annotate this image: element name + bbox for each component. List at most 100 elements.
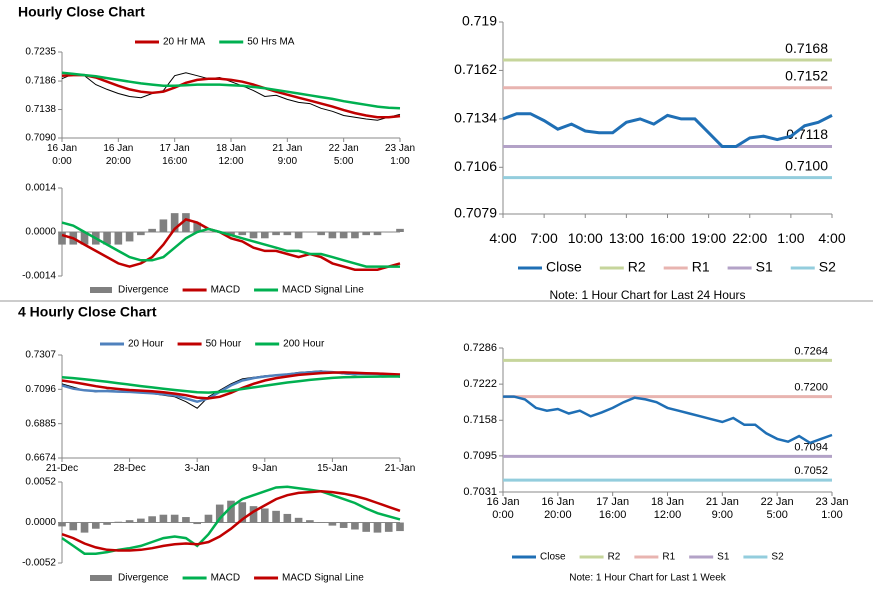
legend-label: MACD xyxy=(211,285,240,296)
legend-label: Close xyxy=(546,259,582,275)
bar xyxy=(249,506,258,523)
bar xyxy=(351,232,359,239)
legend-swatch xyxy=(90,575,112,581)
bar xyxy=(125,232,134,242)
line xyxy=(61,71,401,110)
x-tick-label: 4:00 xyxy=(489,230,517,246)
x-tick-label: 16 Jan 0:00 xyxy=(46,143,78,167)
x-tick-label: 21 Jan 9:00 xyxy=(705,496,739,521)
bar xyxy=(159,514,168,523)
chart-note: Note: 1 Hour Chart for Last 1 Week xyxy=(569,573,727,584)
y-tick-label: 0.7106 xyxy=(454,158,497,174)
y-tick-label: 0.0000 xyxy=(25,517,56,528)
y-tick-label: 0.7079 xyxy=(454,205,497,221)
y-tick-label: 0.7158 xyxy=(463,414,497,426)
bar xyxy=(193,222,202,232)
bar xyxy=(182,213,190,232)
bar xyxy=(182,517,190,523)
bar xyxy=(339,522,348,528)
y-tick-label: 0.719 xyxy=(462,13,497,29)
bar xyxy=(306,520,314,523)
x-tick-label: 16:00 xyxy=(649,230,686,246)
line xyxy=(61,490,401,552)
bar xyxy=(294,232,303,239)
y-tick-label: 0.6885 xyxy=(25,418,56,429)
x-tick-label: 16 Jan 0:00 xyxy=(486,496,520,521)
bar xyxy=(170,514,179,523)
y-tick-label: 0.7186 xyxy=(25,76,56,87)
bar xyxy=(328,522,337,526)
bar xyxy=(272,510,280,523)
legend-label: R2 xyxy=(608,552,621,563)
bar xyxy=(58,232,66,245)
legend-label: R2 xyxy=(628,259,646,275)
x-tick-label: 22 Jan 5:00 xyxy=(760,496,794,521)
bar xyxy=(114,521,123,523)
bar xyxy=(238,232,247,236)
bar xyxy=(362,522,371,532)
chart-note: Note: 1 Hour Chart for Last 24 Hours xyxy=(549,288,745,302)
x-tick-label: 1:00 xyxy=(777,230,805,246)
legend-label: Close xyxy=(540,552,566,563)
bar xyxy=(137,518,145,523)
section-title: Hourly Close Chart xyxy=(18,4,145,20)
x-tick-label: 17 Jan 16:00 xyxy=(159,143,190,167)
y-tick-label: 0.7286 xyxy=(463,342,497,354)
y-tick-label: 0.0014 xyxy=(25,183,56,194)
y-tick-label: 0.7031 xyxy=(463,486,497,498)
line xyxy=(503,395,833,445)
bar xyxy=(317,232,325,236)
y-tick-label: -0.0014 xyxy=(22,271,56,282)
line xyxy=(61,375,400,394)
x-tick-label: 22:00 xyxy=(732,230,768,246)
x-tick-label: 21-Jan xyxy=(384,463,416,474)
legend-label: S2 xyxy=(819,259,836,275)
bar xyxy=(227,232,235,236)
bar xyxy=(58,522,66,527)
y-tick-label: 0.7222 xyxy=(463,378,497,390)
bar xyxy=(148,516,156,523)
bar xyxy=(148,228,156,232)
bar xyxy=(137,232,145,236)
legend-label: S2 xyxy=(771,552,784,563)
x-tick-label: 18 Jan 12:00 xyxy=(650,496,685,521)
legend-label: 50 Hour xyxy=(206,339,242,350)
bar xyxy=(103,522,111,525)
x-tick-label: 7:00 xyxy=(530,230,558,246)
bar xyxy=(193,522,202,525)
y-tick-label: 0.6674 xyxy=(25,453,56,464)
bar xyxy=(384,232,393,233)
bar xyxy=(306,232,314,233)
level-label: 0.7200 xyxy=(794,381,828,393)
x-tick-label: 13:00 xyxy=(608,230,644,246)
bar xyxy=(260,232,269,239)
x-tick-label: 22 Jan 5:00 xyxy=(328,143,359,167)
legend-label: R1 xyxy=(692,259,710,275)
y-tick-label: 0.7138 xyxy=(25,104,56,115)
bar xyxy=(204,232,213,233)
bar xyxy=(339,232,348,239)
level-label: 0.7100 xyxy=(785,157,828,173)
bar xyxy=(294,517,303,523)
legend-label: MACD Signal Line xyxy=(282,573,364,584)
bar xyxy=(362,232,371,236)
x-tick-label: 10:00 xyxy=(567,230,603,246)
level-label: 0.7052 xyxy=(794,465,828,477)
y-tick-label: 0.7090 xyxy=(25,133,56,144)
legend-label: Divergence xyxy=(118,285,169,296)
bar xyxy=(351,522,359,530)
bar xyxy=(159,219,168,232)
bar xyxy=(249,232,258,239)
legend-label: R1 xyxy=(662,552,675,563)
bar xyxy=(272,232,280,236)
y-tick-label: -0.0052 xyxy=(22,558,56,569)
legend-label: S1 xyxy=(717,552,730,563)
bar xyxy=(283,232,292,236)
line xyxy=(61,371,401,400)
x-tick-label: 15-Jan xyxy=(317,463,348,474)
y-tick-label: 0.0052 xyxy=(25,477,56,488)
bar xyxy=(373,232,382,236)
y-tick-label: 0.7235 xyxy=(25,47,56,58)
legend-label: MACD xyxy=(211,573,240,584)
